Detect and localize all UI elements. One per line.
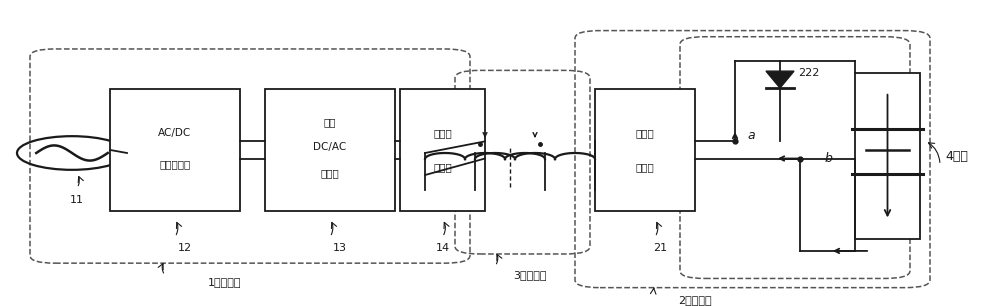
Text: 14: 14 — [435, 243, 450, 253]
Text: 13: 13 — [333, 243, 347, 253]
FancyBboxPatch shape — [855, 73, 920, 239]
Text: 3磁耦合器: 3磁耦合器 — [513, 271, 547, 280]
FancyBboxPatch shape — [400, 89, 485, 211]
Text: 2副边电路: 2副边电路 — [678, 295, 712, 305]
Text: 12: 12 — [178, 243, 192, 253]
Text: AC/DC: AC/DC — [158, 128, 192, 138]
Text: 高频: 高频 — [324, 118, 336, 127]
FancyBboxPatch shape — [595, 89, 695, 211]
Text: 整流变换器: 整流变换器 — [159, 159, 191, 169]
Text: 222: 222 — [798, 69, 819, 78]
Text: 偿电路: 偿电路 — [433, 162, 452, 172]
FancyBboxPatch shape — [265, 89, 395, 211]
Text: 原边补: 原边补 — [433, 128, 452, 138]
Text: 1原边电路: 1原边电路 — [208, 277, 242, 286]
Text: 21: 21 — [653, 243, 667, 253]
Text: b: b — [825, 152, 833, 165]
Text: 11: 11 — [70, 196, 84, 205]
Text: 逆变器: 逆变器 — [321, 168, 339, 178]
Text: 偿电路: 偿电路 — [636, 162, 654, 172]
Polygon shape — [766, 71, 794, 88]
FancyBboxPatch shape — [110, 89, 240, 211]
Text: DC/AC: DC/AC — [313, 142, 347, 152]
Text: 副边补: 副边补 — [636, 128, 654, 138]
Text: 4负载: 4负载 — [945, 150, 968, 162]
Text: a: a — [747, 129, 755, 142]
